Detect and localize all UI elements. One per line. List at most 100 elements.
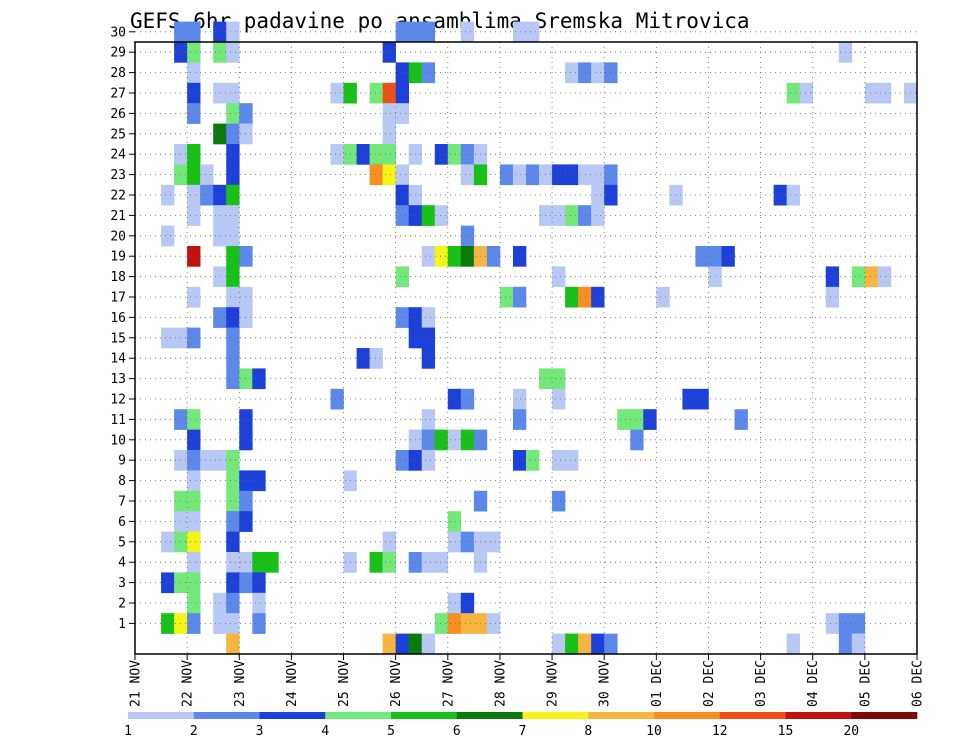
precip-cell (565, 633, 579, 655)
precip-cell (421, 552, 436, 573)
y-tick-label: 3 (118, 576, 126, 591)
precip-cell (187, 205, 201, 226)
x-tick-label: 21 NOV (129, 660, 144, 707)
precip-cell (252, 368, 266, 390)
precip-cell (721, 246, 735, 267)
precip-cell (187, 490, 201, 512)
precip-cell (226, 633, 240, 655)
precip-cell (851, 633, 866, 655)
precip-cell (838, 633, 853, 655)
precip-cell (499, 286, 514, 308)
y-tick-label: 7 (118, 495, 126, 510)
precip-cell (382, 531, 396, 553)
y-tick-label: 20 (110, 229, 126, 244)
y-tick-label: 4 (118, 556, 126, 571)
precip-cell (382, 42, 396, 63)
precip-cell (226, 470, 240, 492)
precip-cell (226, 246, 240, 267)
y-tick-label: 27 (110, 87, 126, 102)
precip-cell (161, 225, 175, 247)
precip-cell (421, 450, 436, 471)
precip-cell (786, 184, 800, 206)
precip-cell (552, 164, 566, 186)
precip-cell (187, 613, 201, 634)
precip-cells (161, 21, 918, 655)
precip-cell (630, 429, 644, 451)
precip-cell (421, 348, 436, 369)
precip-cell (669, 184, 683, 206)
y-tick-label: 8 (118, 474, 126, 489)
y-tick-label: 30 (110, 25, 126, 40)
precip-cell (226, 164, 240, 186)
x-tick-label: 28 NOV (493, 660, 508, 707)
x-tick-label: 30 NOV (598, 660, 613, 707)
precip-cell (591, 286, 605, 308)
y-tick-label: 14 (110, 352, 126, 367)
precip-cell (213, 307, 227, 328)
precip-cell (252, 613, 266, 634)
precip-cell (330, 144, 344, 165)
precip-cell (565, 450, 579, 471)
precip-cell (161, 531, 175, 553)
precip-cell (460, 592, 475, 614)
x-tick-label: 22 NOV (181, 660, 196, 707)
x-tick-label: 05 DEC (858, 660, 873, 707)
precip-cell (512, 21, 527, 43)
precip-cell (369, 164, 383, 186)
precip-cell (447, 246, 462, 267)
y-tick-label: 6 (118, 515, 126, 530)
precip-cell (265, 552, 279, 573)
precip-cell (382, 144, 396, 165)
precip-cell (226, 327, 240, 349)
y-axis-ticks: 1234567891011121314151617181920212223242… (110, 25, 135, 632)
y-tick-label: 26 (110, 107, 126, 122)
colorbar-level-label: 3 (256, 724, 264, 739)
y-tick-label: 21 (110, 209, 126, 224)
precip-cell (226, 613, 240, 634)
precip-cell (187, 552, 201, 573)
y-tick-label: 10 (110, 433, 126, 448)
precip-cell (187, 21, 201, 43)
precip-cell (330, 388, 344, 410)
precip-cell (395, 82, 409, 104)
precip-cell (552, 205, 566, 226)
precip-cell (578, 164, 592, 186)
precip-cell (421, 21, 436, 43)
y-tick-label: 11 (110, 413, 126, 428)
precip-cell (447, 511, 462, 532)
precip-cell (395, 103, 409, 124)
precip-cell (369, 552, 383, 573)
x-tick-label: 02 DEC (702, 660, 717, 707)
precip-cell (825, 613, 840, 634)
precip-cell (187, 103, 201, 124)
precip-cell (213, 266, 227, 288)
precip-cell (226, 42, 240, 63)
precip-cell (460, 164, 475, 186)
precip-cell (395, 266, 409, 288)
precip-cell (226, 348, 240, 369)
precip-cell (213, 123, 227, 145)
precip-cell (369, 82, 383, 104)
precip-cell (682, 388, 696, 410)
colorbar-swatch (851, 712, 918, 719)
precip-cell (200, 184, 214, 206)
y-tick-label: 5 (118, 535, 126, 550)
precip-cell (617, 409, 631, 430)
x-tick-label: 04 DEC (806, 660, 821, 707)
precip-cell (460, 613, 475, 634)
colorbar-level-label: 6 (453, 724, 461, 739)
precip-cell (565, 205, 579, 226)
precip-cell (187, 470, 201, 492)
precip-cell (382, 123, 396, 145)
precip-cell (486, 246, 501, 267)
precip-cell (421, 633, 436, 655)
precip-cell (526, 164, 540, 186)
precip-cell (421, 429, 436, 451)
precip-cell (786, 633, 800, 655)
precip-cell (226, 266, 240, 288)
precip-cell (187, 592, 201, 614)
precip-cell (395, 633, 409, 655)
y-tick-label: 13 (110, 372, 126, 387)
precip-cell (382, 82, 396, 104)
precip-cell (226, 123, 240, 145)
